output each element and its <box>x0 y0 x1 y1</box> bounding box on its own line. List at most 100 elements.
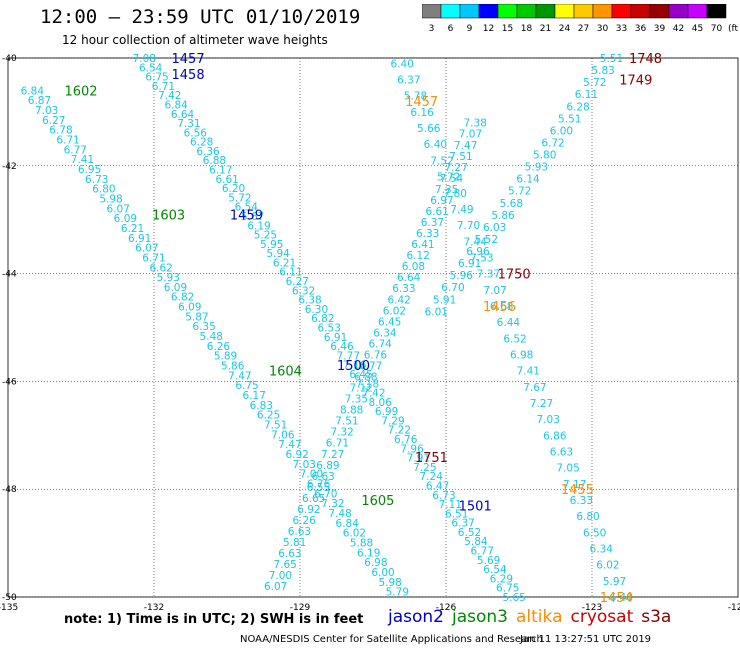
wave-height-value: 7.35 <box>345 394 368 406</box>
wave-height-value: 7.07 <box>459 129 482 141</box>
y-tick-label: -48 <box>2 485 17 495</box>
wave-height-value: 7.00 <box>269 570 292 582</box>
x-tick-label: -132 <box>144 603 164 613</box>
scale-label: 21 <box>540 24 551 34</box>
y-tick-label: -42 <box>2 162 17 172</box>
wave-height-value: 7.12 <box>349 383 372 395</box>
x-tick-label: -120 <box>728 603 740 613</box>
wave-height-value: 6.88 <box>203 155 226 167</box>
wave-height-value: 6.65 <box>302 493 325 505</box>
pass-time-label: 1605 <box>361 494 394 509</box>
wave-height-value: 6.61 <box>425 206 448 218</box>
wave-height-value: 5.72 <box>437 172 460 184</box>
wave-height-value: 7.07 <box>483 285 506 297</box>
wave-height-value: 7.47 <box>228 370 251 382</box>
wave-height-value: 6.77 <box>359 360 382 372</box>
wave-height-value: 6.51 <box>445 508 468 520</box>
wave-height-value: 7.18 <box>356 378 379 390</box>
wave-height-value: 5.51 <box>558 113 581 125</box>
wave-height-value: 5.93 <box>157 272 180 284</box>
wave-height-value: 8.06 <box>369 397 393 409</box>
wave-height-value: 6.96 <box>466 246 490 258</box>
wave-height-value: 6.75 <box>145 72 168 84</box>
wave-height-value: 6.21 <box>121 223 144 235</box>
wave-height-value: 7.31 <box>177 118 200 130</box>
wave-height-value: 6.52 <box>458 527 481 539</box>
wave-height-value: 7.47 <box>278 439 301 451</box>
wave-height-value: 6.45 <box>349 369 372 381</box>
wave-height-value: 5.48 <box>200 331 223 343</box>
wave-height-value: 6.76 <box>307 478 331 490</box>
wave-height-value: 5.81 <box>283 537 306 549</box>
pass-time-label: 1602 <box>64 84 97 99</box>
wave-height-value: 5.98 <box>378 577 401 589</box>
wave-height-value: 5.98 <box>99 193 122 205</box>
wave-height-value: 6.91 <box>458 258 481 270</box>
wave-height-value: 6.97 <box>430 195 453 207</box>
wave-height-value: 6.76 <box>364 349 388 361</box>
wave-height-value: 6.29 <box>490 573 513 585</box>
wave-height-value: 7.03 <box>293 459 316 471</box>
pass-time-label: 1501 <box>459 499 492 514</box>
wave-height-value: 6.80 <box>92 184 115 196</box>
wave-height-value: 6.07 <box>135 243 158 255</box>
wave-height-value: 5.88 <box>350 537 373 549</box>
wave-height-value: 6.64 <box>397 272 421 284</box>
wave-height-value: 6.25 <box>257 410 280 422</box>
scale-label: 3 <box>429 24 435 34</box>
x-tick-label: -126 <box>436 603 457 613</box>
wave-height-value: 7.42 <box>158 90 181 102</box>
wave-height-value: 7.51 <box>335 416 358 428</box>
scale-label: 42 <box>673 24 684 34</box>
wave-height-value: 6.71 <box>142 252 165 264</box>
wave-height-value: 6.00 <box>550 125 573 137</box>
satellite-legend: jason2 jason3 altika cryosat s3a <box>388 607 679 627</box>
wave-height-value: 6.75 <box>235 380 258 392</box>
wave-height-value: 6.86 <box>543 430 567 442</box>
wave-height-value: 6.11 <box>279 267 302 279</box>
y-tick-label: -44 <box>2 270 17 280</box>
wave-height-value: 7.08 <box>133 53 156 65</box>
wave-height-value: 7.41 <box>71 154 94 166</box>
wave-height-value: 6.14 <box>516 174 540 186</box>
wave-height-value: 6.37 <box>451 518 474 530</box>
wave-height-value: 7.70 <box>457 220 480 232</box>
pass-time-label: 1749 <box>619 74 652 89</box>
wave-height-value: 6.88 <box>354 372 377 384</box>
scale-swatch <box>706 4 727 19</box>
wave-height-value: 5.52 <box>475 234 498 246</box>
wave-height-value: 7.35 <box>435 184 458 196</box>
pass-time-label: 1750 <box>498 268 531 283</box>
wave-height-value: 7.32 <box>330 427 353 439</box>
wave-height-value: 5.69 <box>477 555 500 567</box>
wave-height-value: 6.82 <box>171 292 194 304</box>
pass-time-label: 1457 <box>405 95 438 110</box>
wave-height-value: 6.92 <box>297 504 320 516</box>
scale-label: 30 <box>597 24 609 34</box>
wave-height-value: 6.98 <box>510 349 533 361</box>
wave-height-value: 7.49 <box>450 204 473 216</box>
credit-line: NOAA/NESDIS Center for Satellite Applica… <box>240 634 543 645</box>
wave-height-value: 7.38 <box>464 118 487 130</box>
wave-height-value: 5.93 <box>525 162 548 174</box>
wave-height-value: 6.77 <box>64 144 87 156</box>
wave-height-value: 7.77 <box>337 350 360 362</box>
wave-height-value: 6.27 <box>42 115 65 127</box>
wave-height-value: 6.33 <box>570 495 593 507</box>
wave-height-value: 6.21 <box>273 257 296 269</box>
wave-height-value: 6.77 <box>471 546 494 558</box>
wave-height-value: 7.48 <box>328 508 351 520</box>
wave-height-value: 6.07 <box>264 581 287 593</box>
wave-height-value: 6.48 <box>610 592 633 604</box>
wave-height-value: 6.02 <box>383 305 406 317</box>
wave-height-value: 5.94 <box>266 248 290 260</box>
pass-time-label: 1459 <box>230 208 263 223</box>
wave-height-value: 7.42 <box>362 388 385 400</box>
wave-height-value: 6.38 <box>298 295 321 307</box>
wave-height-value: 6.28 <box>566 101 589 113</box>
scale-label: 70 <box>711 24 723 34</box>
pass-time-label: 1458 <box>172 68 205 83</box>
wave-height-value: 7.32 <box>321 498 344 510</box>
wave-height-value: 7.44 <box>464 236 488 248</box>
